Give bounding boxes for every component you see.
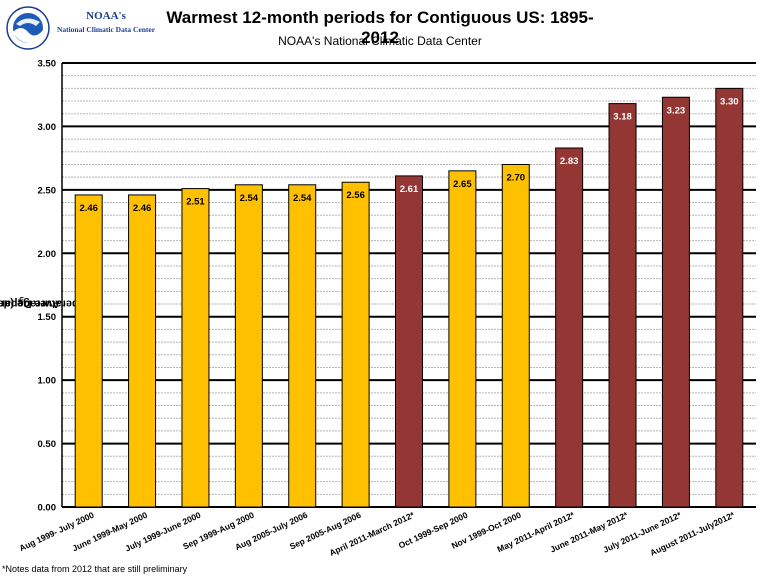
- bar: [341, 181, 370, 508]
- data-label: 2.54: [293, 193, 312, 204]
- bar: [555, 147, 584, 508]
- bar: [501, 163, 530, 508]
- y-tick-label: 1.50: [38, 312, 57, 323]
- bar: [395, 175, 423, 508]
- data-label: 2.65: [453, 179, 472, 190]
- data-label: 2.83: [560, 156, 579, 167]
- bar: [181, 188, 210, 508]
- data-label: 3.23: [667, 105, 686, 116]
- bar: [288, 184, 317, 508]
- bar: [608, 103, 637, 508]
- data-label: 3.18: [613, 112, 632, 123]
- bar: [661, 96, 690, 508]
- y-tick-label: 3.00: [38, 122, 57, 133]
- data-label: 2.46: [79, 203, 98, 214]
- bar: [715, 87, 744, 508]
- y-tick-label: 2.50: [38, 185, 57, 196]
- data-label: 2.56: [346, 190, 365, 201]
- noaa-logo-icon: [6, 6, 50, 50]
- data-label: 2.54: [240, 193, 259, 204]
- org-short-name: NOAA's: [86, 10, 126, 22]
- y-tick-label: 0.00: [38, 503, 57, 514]
- y-tick-label: 2.00: [38, 249, 57, 260]
- y-tick-label: 0.50: [38, 439, 57, 450]
- footnote: *Notes data from 2012 that are still pre…: [2, 564, 188, 574]
- bar: [448, 170, 477, 508]
- y-tick-label: 3.50: [38, 59, 57, 70]
- y-tick-label: 1.00: [38, 376, 57, 387]
- org-block: NOAA's National Climatic Data Center: [56, 10, 156, 34]
- data-label: 2.61: [400, 184, 419, 195]
- org-long-name: National Climatic Data Center: [56, 25, 156, 34]
- bar: [234, 184, 263, 508]
- data-label: 3.30: [720, 96, 739, 107]
- data-label: 2.70: [507, 172, 526, 183]
- data-label: 2.46: [133, 203, 152, 214]
- chart-title: Warmest 12-month periods for Contiguous …: [166, 8, 594, 47]
- data-label: 2.51: [186, 197, 205, 208]
- bar: [74, 194, 103, 508]
- chart-subtitle: NOAA's National Climatic Data Center: [278, 34, 482, 48]
- bar: [128, 194, 157, 508]
